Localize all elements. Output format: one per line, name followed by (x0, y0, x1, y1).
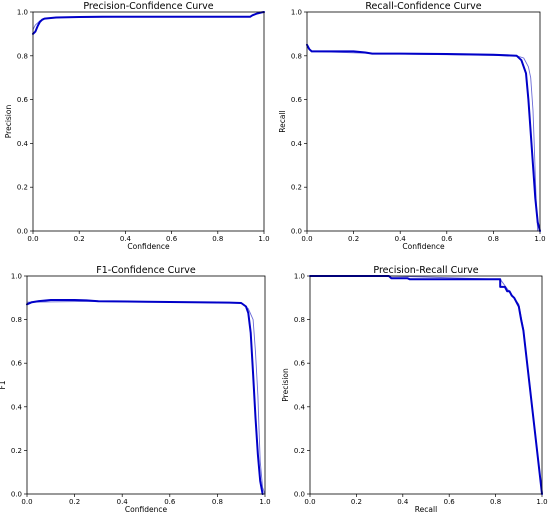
y-tick-label: 0.4 (291, 140, 303, 148)
x-tick-label: 0.0 (21, 498, 32, 506)
chart-title: Precision-Confidence Curve (83, 1, 213, 12)
chart-title: Precision-Recall Curve (373, 265, 478, 276)
x-tick-label: 0.2 (69, 498, 80, 506)
x-tick-label: 0.6 (444, 498, 456, 506)
series-line-main (306, 43, 541, 232)
x-tick-label: 0.6 (166, 235, 178, 243)
y-axis-label: Precision (4, 105, 13, 139)
chart-1: Precision-Confidence Curve Confidence Prec… (4, 1, 270, 251)
series-line-secondary (26, 300, 266, 495)
x-axis-label: Confidence (127, 242, 170, 251)
y-tick-label: 0.2 (294, 447, 305, 455)
y-tick-label: 0.2 (291, 184, 302, 192)
x-tick-label: 0.4 (397, 498, 409, 506)
x-tick-label: 0.8 (212, 498, 223, 506)
y-tick-label: 0.0 (294, 491, 305, 499)
x-tick-label: 1.0 (258, 235, 269, 243)
x-tick-label: 0.0 (27, 235, 38, 243)
chart-3: F1-Confidence Curve Confidence F1 0.0 0.2 0.4… (0, 265, 271, 514)
plot-frame (26, 275, 266, 495)
x-tick-label: 1.0 (534, 235, 545, 243)
x-tick-label: 0.2 (74, 235, 85, 243)
series-line-secondary (306, 46, 539, 232)
y-tick-label: 0.4 (11, 403, 23, 411)
x-axis-label: Confidence (402, 242, 445, 251)
x-tick-label: 0.8 (490, 498, 501, 506)
y-tick-label: 0.6 (17, 96, 29, 104)
x-tick-label: 0.0 (301, 235, 312, 243)
y-tick-label: 0.0 (17, 228, 28, 236)
x-tick-label: 0.4 (117, 498, 129, 506)
y-tick-label: 0.4 (17, 140, 29, 148)
x-tick-label: 0.8 (212, 235, 223, 243)
y-tick-label: 0.8 (291, 52, 302, 60)
chart-title: F1-Confidence Curve (96, 265, 196, 276)
y-axis-label: Recall (278, 110, 287, 132)
chart-2: Recall-Confidence Curve Confidence Recall 0… (278, 1, 546, 251)
x-tick-label: 0.2 (351, 498, 362, 506)
y-tick-label: 0.8 (11, 316, 22, 324)
x-tick-label: 1.0 (259, 498, 270, 506)
y-tick-label: 0.6 (294, 360, 306, 368)
x-tick-label: 0.6 (164, 498, 176, 506)
plot-frame (309, 275, 543, 495)
series-line-secondary (309, 275, 543, 495)
series-line-secondary (32, 11, 265, 30)
y-axis-label: Precision (281, 368, 290, 402)
y-axis-label: F1 (0, 380, 7, 389)
x-tick-label: 1.0 (536, 498, 547, 506)
y-tick-label: 0.8 (294, 316, 305, 324)
y-tick-label: 0.6 (291, 96, 303, 104)
x-tick-label: 0.0 (304, 498, 315, 506)
y-tick-label: 0.2 (17, 184, 28, 192)
series-line-main (26, 299, 264, 495)
x-tick-label: 0.4 (120, 235, 132, 243)
plot-frame (32, 11, 265, 232)
y-tick-label: 0.0 (291, 228, 302, 236)
x-tick-label: 0.8 (488, 235, 499, 243)
y-tick-label: 1.0 (17, 9, 28, 17)
plot-frame (306, 11, 541, 232)
y-tick-label: 1.0 (11, 273, 22, 281)
y-tick-label: 1.0 (291, 9, 302, 17)
y-tick-label: 0.0 (11, 491, 22, 499)
chart-title: Recall-Confidence Curve (365, 1, 481, 12)
x-tick-label: 0.2 (348, 235, 359, 243)
x-tick-label: 0.4 (395, 235, 407, 243)
y-tick-label: 0.2 (11, 447, 22, 455)
series-line-main (32, 11, 265, 35)
x-axis-label: Recall (415, 505, 437, 514)
y-tick-label: 1.0 (294, 273, 305, 281)
chart-4: Precision-Recall Curve Recall Precision 0.0… (281, 265, 548, 514)
x-tick-label: 0.6 (441, 235, 453, 243)
y-tick-label: 0.8 (17, 52, 28, 60)
y-tick-label: 0.4 (294, 403, 306, 411)
series-line-main (309, 275, 543, 495)
x-axis-label: Confidence (125, 505, 168, 514)
y-tick-label: 0.6 (11, 360, 23, 368)
